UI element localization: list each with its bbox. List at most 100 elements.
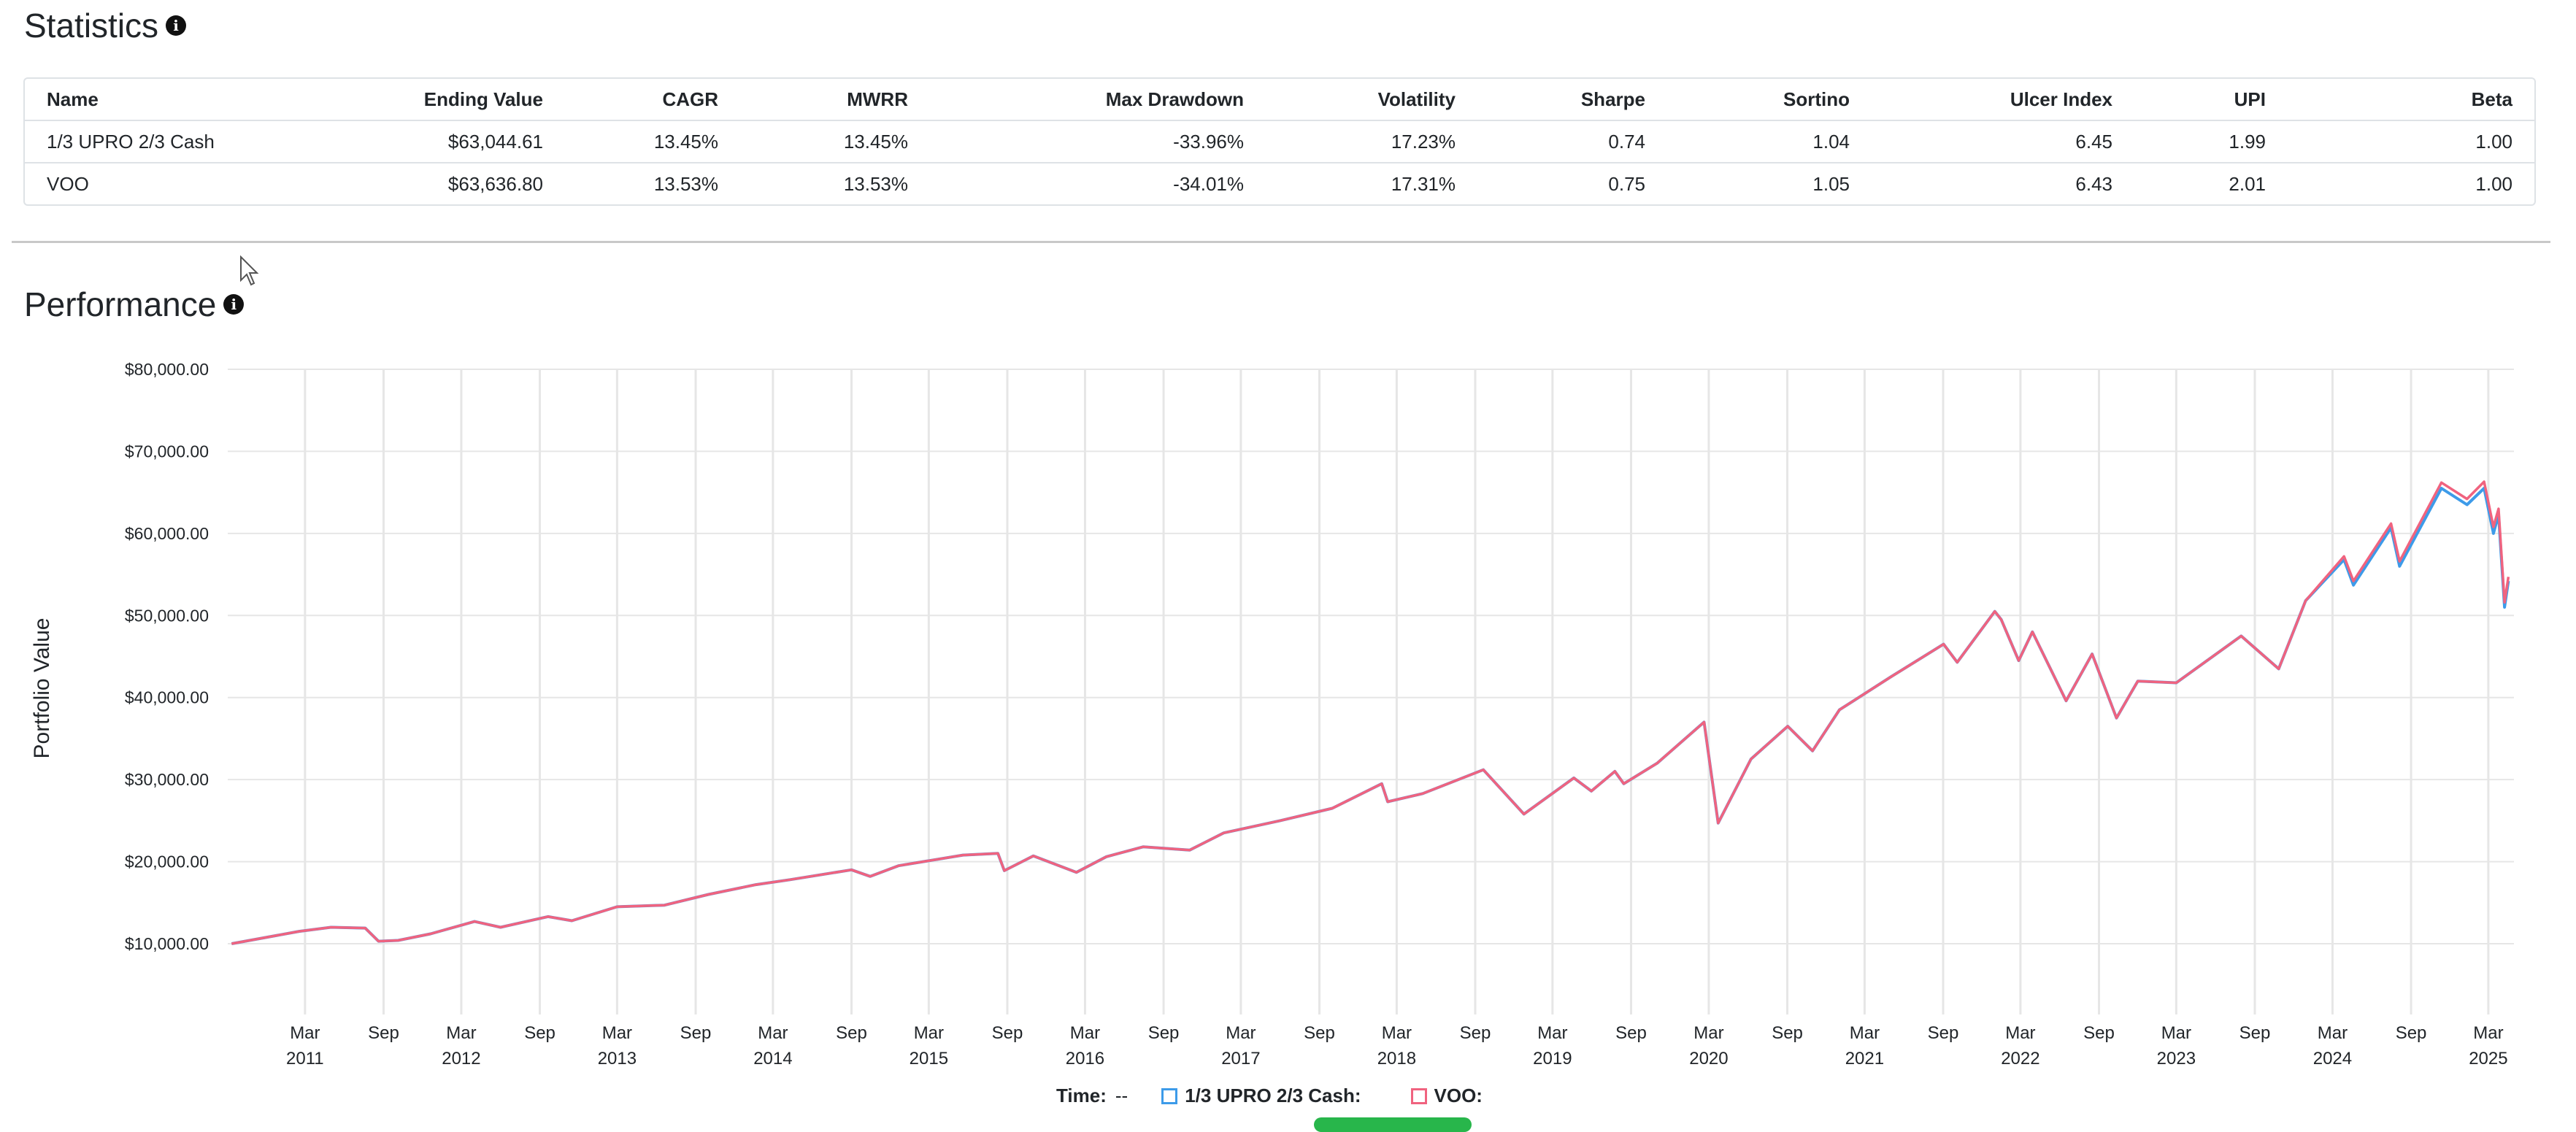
column-header[interactable]: Max Drawdown	[1105, 88, 1244, 110]
legend-series2-label[interactable]: VOO:	[1434, 1085, 1483, 1106]
x-tick-year-label: 2018	[1377, 1049, 1416, 1069]
table-row: 1/3 UPRO 2/3 Cash $63,044.61 13.45% 13.4…	[25, 120, 2534, 163]
table-cell: 0.75	[1608, 172, 1645, 195]
x-tick-label: Sep	[836, 1023, 867, 1043]
table-cell: 2.01	[2229, 172, 2266, 195]
table-cell: -34.01%	[1173, 172, 1244, 195]
column-header[interactable]: Sharpe	[1580, 88, 1645, 110]
x-tick-label: Mar	[1070, 1023, 1100, 1043]
table-row: VOO $63,636.80 13.53% 13.53% -34.01% 17.…	[25, 163, 2534, 204]
x-tick-label: Mar	[758, 1023, 788, 1043]
series-line	[231, 480, 2510, 945]
table-cell: 1/3 UPRO 2/3 Cash	[47, 130, 215, 153]
table-cell: -33.96%	[1173, 130, 1244, 153]
x-tick-label: Mar	[2161, 1023, 2191, 1043]
x-tick-label: Sep	[680, 1023, 712, 1043]
x-tick-labels: Mar 2011 Sep Mar 2012 Sep Mar 2013 Sep Mar 2014 Sep…	[286, 1023, 2508, 1069]
x-tick-year-label: 2025	[2469, 1049, 2507, 1069]
x-tick-year-label: 2017	[1221, 1049, 1260, 1069]
column-header[interactable]: Ulcer Index	[2010, 88, 2112, 110]
table-header-row: Name Ending Value CAGR MWRR Max Drawdown…	[25, 79, 2534, 120]
legend-series1-swatch[interactable]	[1161, 1087, 1178, 1104]
statistics-table-container: Name Ending Value CAGR MWRR Max Drawdown…	[23, 77, 2536, 206]
table-cell: 17.31%	[1391, 172, 1456, 195]
mouse-cursor-icon	[240, 255, 259, 286]
table-cell: $63,044.61	[447, 130, 543, 153]
y-tick-label: $30,000.00	[125, 770, 209, 789]
y-tick-label: $10,000.00	[125, 934, 209, 953]
table-cell: 6.43	[2075, 172, 2112, 195]
action-button[interactable]	[1314, 1117, 1472, 1132]
x-tick-year-label: 2015	[910, 1049, 948, 1069]
chart-series	[231, 480, 2510, 945]
table-cell: 13.53%	[653, 172, 718, 195]
x-tick-label: Mar	[1693, 1023, 1723, 1043]
table-cell: 1.00	[2475, 172, 2512, 195]
y-tick-label: $20,000.00	[125, 852, 209, 871]
x-tick-label: Mar	[2005, 1023, 2035, 1043]
x-tick-year-label: 2022	[2001, 1049, 2039, 1069]
x-tick-label: Sep	[1460, 1023, 1491, 1043]
section-divider	[12, 241, 2550, 243]
x-tick-label: Mar	[1537, 1023, 1567, 1043]
x-tick-label: Mar	[2473, 1023, 2503, 1043]
x-tick-label: Sep	[368, 1023, 399, 1043]
table-cell: $63,636.80	[447, 172, 543, 195]
x-tick-label: Sep	[2239, 1023, 2271, 1043]
series-line	[231, 487, 2510, 945]
x-tick-year-label: 2013	[598, 1049, 637, 1069]
x-tick-label: Sep	[1304, 1023, 1335, 1043]
x-tick-label: Sep	[1148, 1023, 1180, 1043]
table-cell: 1.04	[1812, 130, 1850, 153]
x-tick-year-label: 2016	[1066, 1049, 1104, 1069]
x-tick-year-label: 2024	[2313, 1049, 2352, 1069]
x-tick-label: Sep	[2396, 1023, 2427, 1043]
x-tick-label: Sep	[2083, 1023, 2115, 1043]
column-header[interactable]: UPI	[2234, 88, 2266, 110]
column-header[interactable]: Volatility	[1377, 88, 1456, 110]
table-cell: 13.45%	[653, 130, 718, 153]
statistics-table: Name Ending Value CAGR MWRR Max Drawdown…	[25, 79, 2534, 204]
x-tick-year-label: 2020	[1689, 1049, 1728, 1069]
performance-chart[interactable]: $10,000.00 $20,000.00 $30,000.00 $40,000.00…	[0, 343, 2576, 1080]
x-tick-label: Sep	[992, 1023, 1023, 1043]
info-icon[interactable]: i	[166, 15, 187, 36]
chart-legend: Time: -- 1/3 UPRO 2/3 Cash: VOO:	[1056, 1085, 1483, 1107]
y-tick-label: $60,000.00	[125, 524, 209, 543]
column-header[interactable]: Beta	[2471, 88, 2512, 110]
x-tick-label: Sep	[1772, 1023, 1803, 1043]
x-tick-label: Mar	[290, 1023, 320, 1043]
legend-series1-label[interactable]: 1/3 UPRO 2/3 Cash:	[1185, 1085, 1361, 1106]
x-tick-label: Sep	[1615, 1023, 1647, 1043]
legend-series2-swatch[interactable]	[1410, 1087, 1427, 1104]
column-header[interactable]: CAGR	[662, 88, 718, 110]
statistics-title-text: Statistics	[24, 7, 159, 45]
legend-time-value: --	[1115, 1085, 1129, 1106]
performance-title: Performance i	[24, 285, 245, 324]
x-tick-label: Sep	[524, 1023, 555, 1043]
x-tick-label: Sep	[1928, 1023, 1959, 1043]
column-header[interactable]: MWRR	[847, 88, 908, 110]
x-tick-label: Mar	[1850, 1023, 1880, 1043]
x-tick-year-label: 2023	[2157, 1049, 2196, 1069]
x-tick-year-label: 2021	[1845, 1049, 1884, 1069]
column-header[interactable]: Sortino	[1783, 88, 1850, 110]
x-tick-label: Mar	[446, 1023, 476, 1043]
info-icon[interactable]: i	[223, 294, 245, 315]
y-tick-label: $50,000.00	[125, 606, 209, 625]
x-tick-label: Mar	[914, 1023, 944, 1043]
y-tick-labels: $10,000.00 $20,000.00 $30,000.00 $40,000.00…	[125, 360, 209, 953]
table-cell: 17.23%	[1391, 130, 1456, 153]
table-cell: 0.74	[1608, 130, 1645, 153]
table-cell: 1.99	[2229, 130, 2266, 153]
column-header[interactable]: Ending Value	[423, 88, 543, 110]
table-cell: 13.45%	[843, 130, 908, 153]
x-tick-year-label: 2011	[286, 1049, 324, 1069]
table-cell: 6.45	[2075, 130, 2112, 153]
x-tick-year-label: 2014	[753, 1049, 792, 1069]
column-header[interactable]: Name	[47, 88, 99, 110]
table-cell: 1.00	[2475, 130, 2512, 153]
x-tick-label: Mar	[2318, 1023, 2348, 1043]
table-cell: 13.53%	[843, 172, 908, 195]
y-tick-label: $70,000.00	[125, 442, 209, 461]
